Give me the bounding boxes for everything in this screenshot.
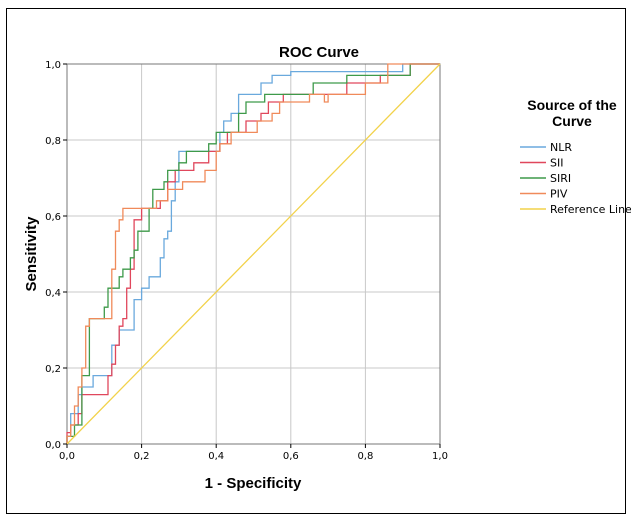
x-tick-label: 1,0 (432, 451, 448, 462)
legend-label-nlr: NLR (550, 141, 572, 154)
series-line-reference-line (66, 63, 441, 445)
series-layer (66, 63, 441, 445)
x-tick-label: 0,8 (357, 451, 373, 462)
x-tick-label: 0,0 (59, 451, 75, 462)
x-tick-label: 0,6 (283, 451, 299, 462)
plot-area (66, 63, 441, 445)
y-tick-label: 1,0 (45, 60, 61, 71)
legend-title: Curve (552, 113, 592, 129)
y-tick-label: 0,6 (45, 212, 61, 223)
chart-title: ROC Curve (279, 44, 359, 61)
series-line-piv (66, 63, 440, 444)
x-tick-label: 0,2 (134, 451, 150, 462)
x-axis-ticks: 0,0 0,2 0,4 0,6 0,8 1,0 (59, 444, 448, 462)
legend-label-sii: SII (550, 157, 563, 170)
legend-label-piv: PIV (550, 188, 568, 201)
x-tick-label: 0,4 (208, 451, 224, 462)
y-axis-label: Sensitivity (23, 216, 40, 292)
legend-label-reference-line: Reference Line (550, 203, 631, 216)
y-axis-ticks: 0,0 0,2 0,4 0,6 0,8 1,0 (45, 60, 67, 451)
chart-frame (6, 8, 626, 514)
series-line-siri (66, 63, 440, 444)
y-tick-label: 0,8 (45, 136, 61, 147)
legend-label-siri: SIRI (550, 172, 571, 185)
series-line-nlr (66, 63, 440, 444)
y-tick-label: 0,4 (45, 288, 61, 299)
y-tick-label: 0,0 (45, 440, 61, 451)
x-axis-label: 1 - Specificity (205, 475, 302, 492)
legend-title: Source of the (527, 97, 617, 113)
y-tick-label: 0,2 (45, 364, 61, 375)
